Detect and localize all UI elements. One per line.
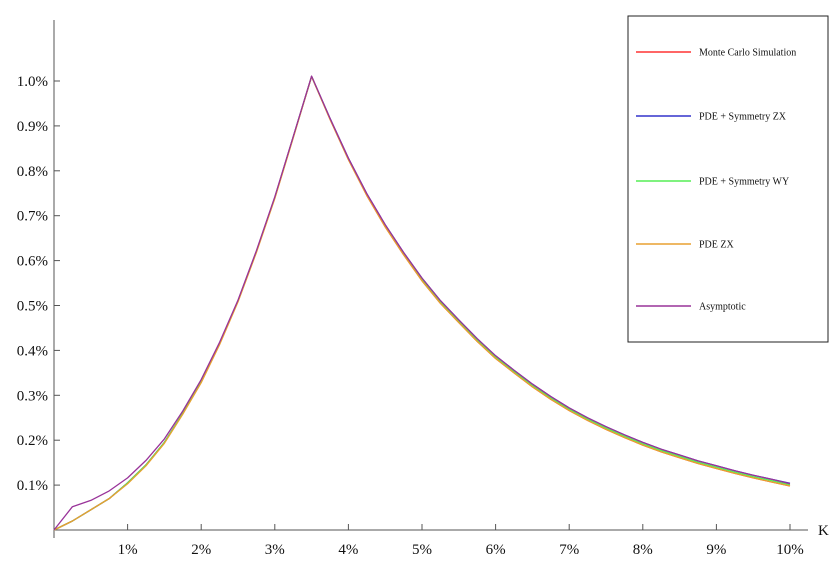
- y-tick-label: 0.5%: [17, 299, 48, 315]
- x-tick-label: 6%: [486, 542, 506, 558]
- axes: 1% 2% 3% 4% 5% 6% 7% 8% 9% 10% 0.1% 0.2% 0.3% 0.4% 0.5…: [17, 20, 829, 558]
- y-tick-label: 0.6%: [17, 254, 48, 270]
- y-tick-label: 0.1%: [17, 478, 48, 494]
- x-tick-label: 7%: [559, 542, 579, 558]
- legend-label: PDE + Symmetry ZX: [699, 112, 787, 123]
- y-tick-label: 0.4%: [17, 343, 48, 359]
- series-line-5: [53, 75, 791, 531]
- legend-label: PDE + Symmetry WY: [699, 177, 789, 188]
- series-lines: [53, 75, 791, 531]
- legend-label: PDE ZX: [699, 240, 735, 251]
- y-tick-label: 0.7%: [17, 209, 48, 225]
- y-tick-label: 1.0%: [17, 74, 48, 90]
- x-tick-label: 10%: [776, 542, 804, 558]
- y-tick-label: 0.8%: [17, 164, 48, 180]
- legend: Monte Carlo Simulation PDE + Symmetry ZX P…: [627, 15, 829, 343]
- x-tick-label: 9%: [706, 542, 726, 558]
- y-tick-label: 0.2%: [17, 433, 48, 449]
- series-line-4: [53, 75, 791, 531]
- x-tick-label: 4%: [338, 542, 358, 558]
- y-tick-label: 0.9%: [17, 119, 48, 135]
- x-tick-label: 5%: [412, 542, 432, 558]
- x-axis-title: K: [818, 523, 829, 539]
- x-tick-label: 8%: [633, 542, 653, 558]
- y-tick-label: 0.3%: [17, 388, 48, 404]
- legend-label: Monte Carlo Simulation: [699, 48, 796, 59]
- legend-box: [627, 15, 829, 343]
- legend-label: Asymptotic: [699, 302, 746, 313]
- x-tick-label: 1%: [118, 542, 138, 558]
- x-tick-label: 3%: [265, 542, 285, 558]
- x-tick-label: 2%: [191, 542, 211, 558]
